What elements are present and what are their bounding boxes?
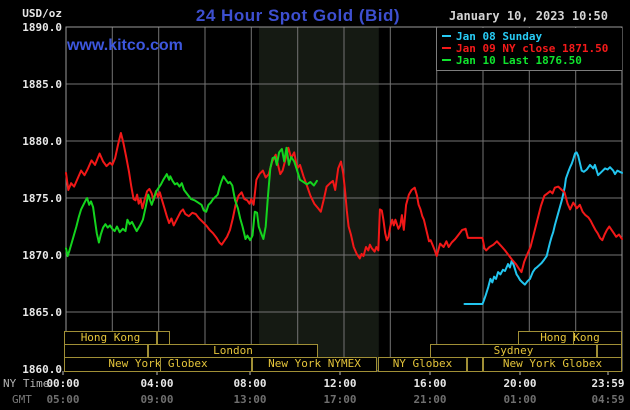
- ny-time-tick-label: 20:00: [503, 377, 537, 390]
- gmt-tick-label: 09:00: [140, 393, 174, 406]
- legend-item: Jan 10 Last 1876.50: [437, 53, 622, 67]
- legend-dash-icon: [442, 35, 451, 37]
- session-box-divider: [573, 332, 574, 344]
- ny-time-tick-label: 16:00: [413, 377, 447, 390]
- gmt-tick-label: 01:00: [503, 393, 537, 406]
- ny-time-tick-label: 12:00: [323, 377, 357, 390]
- legend-label: Jan 10 Last 1876.50: [456, 53, 582, 67]
- kitco-watermark-link[interactable]: www.kitco.com: [67, 37, 183, 54]
- session-box-ny-globex: NY Globex: [378, 357, 467, 372]
- session-box-empty: [64, 344, 148, 358]
- gmt-tick-label: 13:00: [233, 393, 267, 406]
- nymex-session-band: [259, 27, 379, 371]
- legend-dash-icon: [442, 47, 451, 49]
- y-tick-label: 1885.0: [22, 78, 62, 91]
- chart-datetime: January 10, 2023 10:50: [449, 9, 608, 23]
- session-box-hong-kong: Hong Kong: [518, 331, 622, 345]
- y-tick-label: 1865.0: [22, 306, 62, 319]
- session-box-empty: [157, 331, 170, 345]
- gmt-tick-label: 04:59: [591, 393, 625, 406]
- ny-time-tick-label: 04:00: [140, 377, 174, 390]
- ny-time-tick-label: 23:59: [591, 377, 625, 390]
- legend-item: Jan 08 Sunday: [437, 29, 622, 43]
- session-box-empty: [467, 357, 483, 372]
- y-tick-label: 1870.0: [22, 249, 62, 262]
- price-line-jan10: [65, 146, 318, 258]
- legend-item: Jan 09 NY close 1871.50: [437, 41, 622, 55]
- gmt-axis-label: GMT: [12, 393, 32, 406]
- y-tick-label: 1860.0: [22, 363, 62, 376]
- session-box-divider: [160, 358, 161, 371]
- session-box-empty: [597, 344, 622, 358]
- session-box-new-york-globex: New York Globex: [483, 357, 622, 372]
- y-tick-label: 1890.0: [22, 21, 62, 34]
- page-title: 24 Hour Spot Gold (Bid): [195, 6, 401, 25]
- gmt-tick-label: 17:00: [323, 393, 357, 406]
- y-axis-unit-label: USD/oz: [22, 7, 62, 20]
- y-tick-label: 1875.0: [22, 192, 62, 205]
- session-box-sydney: Sydney: [430, 344, 597, 358]
- legend-label: Jan 09 NY close 1871.50: [456, 41, 609, 55]
- legend-label: Jan 08 Sunday: [456, 29, 543, 43]
- price-line-jan09: [65, 132, 623, 274]
- session-box-new-york-globex: New York Globex: [64, 357, 252, 372]
- y-tick-label: 1880.0: [22, 135, 62, 148]
- ny-time-tick-label: 00:00: [46, 377, 80, 390]
- gmt-tick-label: 05:00: [46, 393, 80, 406]
- chart-legend: Jan 08 Sunday Jan 09 NY close 1871.50 Jan …: [436, 28, 622, 71]
- ny-time-axis-label: NY Time: [3, 377, 50, 390]
- ny-time-tick-label: 08:00: [233, 377, 267, 390]
- session-box-hong-kong: Hong Kong: [64, 331, 157, 345]
- session-box-new-york-nymex: New York NYMEX: [252, 357, 377, 372]
- gmt-tick-label: 21:00: [413, 393, 447, 406]
- session-box-london: London: [148, 344, 318, 358]
- legend-dash-icon: [442, 59, 451, 61]
- price-line-jan08: [463, 151, 623, 305]
